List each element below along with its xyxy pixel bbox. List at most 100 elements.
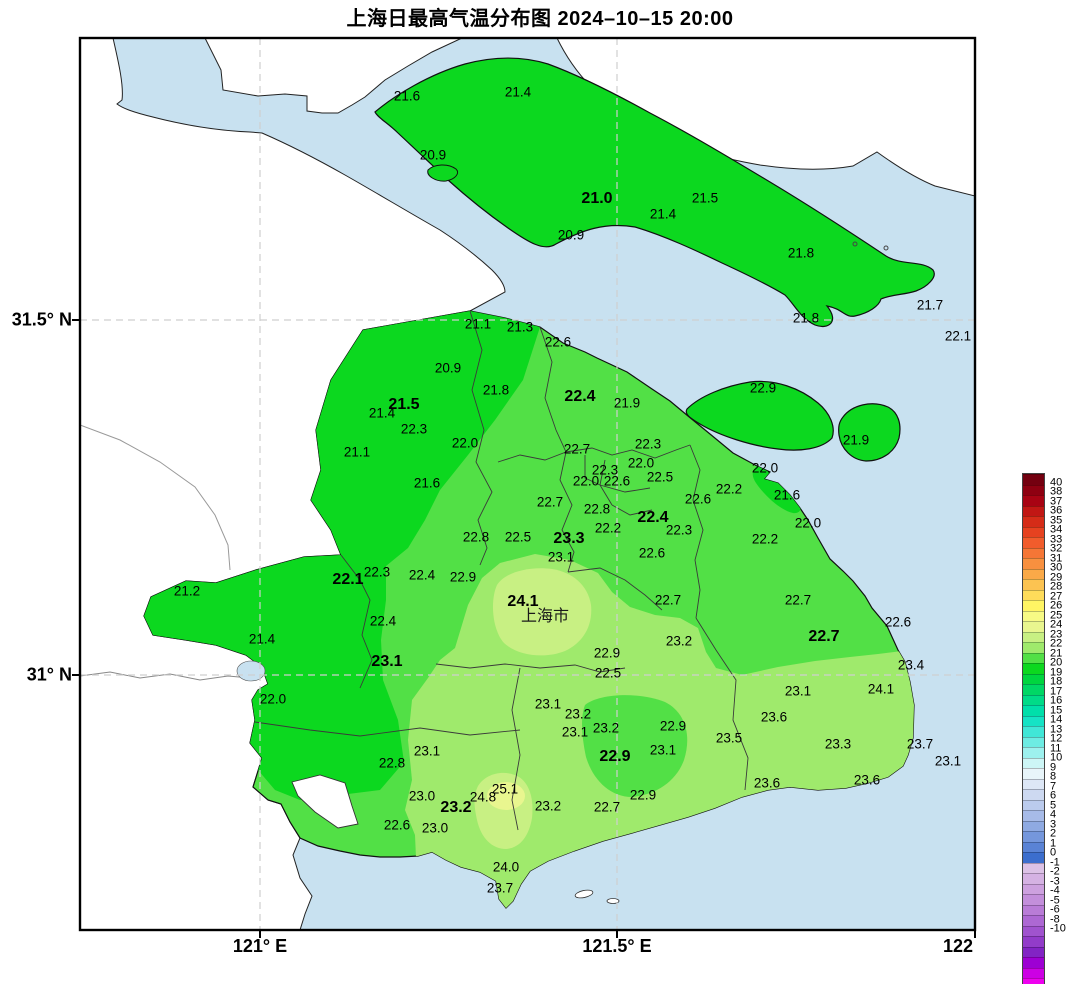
sw-white-wedge	[291, 774, 359, 829]
station-temp-label: 23.1	[561, 724, 589, 740]
station-temp-label: 23.3	[553, 530, 585, 547]
station-temp-label: 22.3	[400, 421, 428, 437]
colorbar-segment	[1023, 831, 1044, 842]
station-temp-label: 22.8	[462, 529, 490, 545]
colorbar-tick-label: 34	[1050, 523, 1063, 536]
colorbar-tick-label: 6	[1050, 789, 1057, 802]
colorbar-segment	[1023, 810, 1044, 821]
chongming-island	[374, 57, 935, 327]
station-temp-label: 22.0	[751, 460, 779, 476]
station-temp-label: 21.9	[613, 395, 641, 411]
colorbar-tick-label: -3	[1050, 875, 1060, 887]
station-temp-label: 23.4	[897, 657, 925, 673]
river-wedge-land	[204, 38, 463, 114]
station-temp-label: 21.4	[504, 84, 532, 100]
changxing-island	[685, 380, 834, 451]
station-temp-label: 21.2	[173, 583, 201, 599]
colorbar-tick-label: 5	[1050, 799, 1057, 811]
colorbar-tick-label: 19	[1050, 666, 1063, 678]
station-temp-label: 23.2	[665, 633, 693, 649]
colorbar-segment	[1023, 526, 1044, 537]
colorbar-tick-label: 11	[1050, 742, 1062, 754]
station-temp-label: 22.9	[749, 380, 777, 396]
station-temp-label: 23.6	[853, 772, 881, 788]
colorbar-segment	[1023, 663, 1044, 674]
station-temp-label: 23.1	[649, 742, 677, 758]
colorbar-tick-label: -4	[1050, 884, 1060, 897]
station-temp-label: 21.1	[343, 444, 371, 460]
station-temp-label: 22.7	[784, 592, 812, 608]
colorbar-segment	[1023, 957, 1044, 968]
colorbar-segment	[1023, 915, 1044, 926]
station-temp-label: 21.4	[368, 405, 396, 421]
colorbar-segment	[1023, 589, 1044, 600]
tiny-islet	[852, 241, 858, 247]
colorbar-segment	[1023, 894, 1044, 905]
y-tick-31n: 31° N	[26, 664, 72, 685]
station-temp-label: 22.5	[504, 529, 532, 545]
station-temp-label: 22.2	[751, 531, 779, 547]
colorbar-segment	[1023, 925, 1044, 936]
station-temp-label: 22.0	[572, 473, 600, 489]
station-temp-label: 22.4	[369, 613, 397, 629]
station-temp-label: 22.5	[594, 665, 622, 681]
station-temp-label: 23.1	[547, 549, 575, 565]
station-temp-label: 23.2	[534, 798, 562, 814]
map-title: 上海日最高气温分布图 2024–10–15 20:00	[346, 8, 734, 30]
station-temp-label: 21.1	[464, 316, 492, 332]
station-temp-label: 21.8	[787, 245, 815, 261]
station-temp-label: 22.1	[332, 571, 364, 588]
colorbar-segment	[1023, 631, 1044, 642]
colorbar-tick-label: 35	[1050, 514, 1063, 526]
colorbar-tick-label: 21	[1050, 647, 1063, 659]
colorbar-tick-label: 20	[1050, 656, 1063, 669]
colorbar-tick-label: 9	[1050, 761, 1057, 773]
colorbar-tick-label: 18	[1050, 675, 1063, 688]
colorbar-tick-label: 4	[1050, 808, 1057, 821]
colorbar-segment	[1023, 579, 1044, 590]
station-temp-label: 21.8	[482, 382, 510, 398]
colorbar-segment	[1023, 978, 1044, 984]
station-temp-label: 21.5	[691, 190, 719, 206]
colorbar-segment	[1023, 568, 1044, 579]
colorbar-tick-label: 40	[1050, 476, 1063, 488]
colorbar-segment	[1023, 694, 1044, 705]
colorbar-segment	[1023, 610, 1044, 621]
colorbar-segment	[1023, 726, 1044, 737]
colorbar-segment	[1023, 873, 1044, 884]
colorbar-tick-label: 8	[1050, 770, 1057, 783]
colorbar-segment	[1023, 558, 1044, 569]
station-temp-label: 24.1	[507, 593, 539, 610]
station-temp-label: 22.9	[599, 748, 631, 765]
station-temp-label: 23.6	[760, 709, 788, 725]
colorbar-tick-label: 33	[1050, 533, 1063, 545]
station-temp-label: 22.1	[944, 328, 972, 344]
colorbar-tick-label: 22	[1050, 637, 1063, 650]
station-temp-label: 22.9	[659, 718, 687, 734]
colorbar-segment	[1023, 705, 1044, 716]
station-temp-label: 22.3	[591, 462, 619, 478]
station-temp-label: 22.9	[629, 787, 657, 803]
station-temp-label: 23.2	[564, 706, 592, 722]
colorbar-segment	[1023, 757, 1044, 768]
station-temp-label: 21.6	[413, 475, 441, 491]
colorbar-wrap	[1022, 473, 1045, 984]
station-temp-label: 25.1	[491, 781, 519, 797]
station-temp-label: 23.1	[784, 683, 812, 699]
colorbar-segment	[1023, 474, 1044, 485]
station-temp-label: 22.6	[638, 545, 666, 561]
station-temp-label: 24.8	[469, 789, 497, 805]
station-temp-label: 22.9	[593, 645, 621, 661]
y-tick-31-5n: 31.5° N	[11, 309, 72, 330]
colorbar-segment	[1023, 684, 1044, 695]
colorbar-segment	[1023, 642, 1044, 653]
colorbar-tick-label: 37	[1050, 495, 1063, 507]
station-temp-label: 21.9	[842, 432, 870, 448]
colorbar-tick-label: 1	[1050, 837, 1057, 849]
station-temp-label: 22.7	[563, 441, 591, 457]
station-temp-label: 24.1	[867, 681, 895, 697]
colorbar-tick-label: 31	[1050, 552, 1063, 564]
colorbar-tick-label: 14	[1050, 713, 1063, 726]
station-temp-label: 22.6	[603, 473, 631, 489]
